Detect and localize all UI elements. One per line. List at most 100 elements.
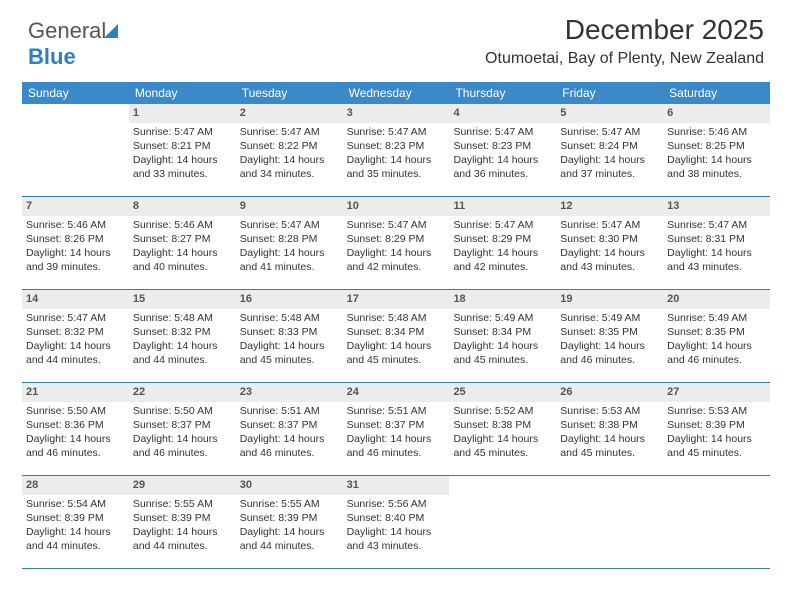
sunset-line: Sunset: 8:39 PM	[667, 418, 766, 432]
day-number: 13	[663, 197, 770, 216]
day-number: 1	[129, 104, 236, 123]
week-row: 28Sunrise: 5:54 AMSunset: 8:39 PMDayligh…	[22, 476, 770, 569]
week-row: 7Sunrise: 5:46 AMSunset: 8:26 PMDaylight…	[22, 197, 770, 290]
daylight-line: Daylight: 14 hours and 37 minutes.	[560, 153, 659, 181]
day-cell: 27 Sunrise: 5:53 AMSunset: 8:39 PMDayligh…	[663, 383, 770, 475]
daylight-line: Daylight: 14 hours and 42 minutes.	[347, 246, 446, 274]
sunset-line: Sunset: 8:24 PM	[560, 139, 659, 153]
sunset-line: Sunset: 8:27 PM	[133, 232, 232, 246]
day-body: Sunrise: 5:46 AMSunset: 8:26 PMDaylight:…	[22, 216, 129, 281]
logo-text-2: Blue	[28, 44, 76, 69]
sunrise-line: Sunrise: 5:46 AM	[667, 125, 766, 139]
sunset-line: Sunset: 8:29 PM	[453, 232, 552, 246]
day-number: 18	[449, 290, 556, 309]
day-cell: 6Sunrise: 5:46 AMSunset: 8:25 PMDaylight…	[663, 104, 770, 196]
day-cell: 4Sunrise: 5:47 AMSunset: 8:23 PMDaylight…	[449, 104, 556, 196]
sunset-line: Sunset: 8:36 PM	[26, 418, 125, 432]
daylight-line: Daylight: 14 hours and 44 minutes.	[133, 339, 232, 367]
week-row: 1Sunrise: 5:47 AMSunset: 8:21 PMDaylight…	[22, 104, 770, 197]
sunrise-line: Sunrise: 5:47 AM	[26, 311, 125, 325]
day-cell: 20Sunrise: 5:49 AMSunset: 8:35 PMDayligh…	[663, 290, 770, 382]
sunset-line: Sunset: 8:33 PM	[240, 325, 339, 339]
daylight-line: Daylight: 14 hours and 42 minutes.	[453, 246, 552, 274]
day-cell: 24Sunrise: 5:51 AMSunset: 8:37 PMDayligh…	[343, 383, 450, 475]
sail-icon	[104, 24, 122, 40]
daylight-line: Daylight: 14 hours and 43 minutes.	[347, 525, 446, 553]
daylight-line: Daylight: 14 hours and 45 minutes.	[453, 432, 552, 460]
logo: General Blue	[28, 18, 122, 70]
daylight-line: Daylight: 14 hours and 45 minutes.	[240, 339, 339, 367]
location-subtitle: Otumoetai, Bay of Plenty, New Zealand	[485, 50, 764, 68]
sunrise-line: Sunrise: 5:55 AM	[133, 497, 232, 511]
sunrise-line: Sunrise: 5:55 AM	[240, 497, 339, 511]
day-cell: 10Sunrise: 5:47 AMSunset: 8:29 PMDayligh…	[343, 197, 450, 289]
daylight-line: Daylight: 14 hours and 34 minutes.	[240, 153, 339, 181]
day-body: Sunrise: 5:56 AMSunset: 8:40 PMDaylight:…	[343, 495, 450, 560]
sunset-line: Sunset: 8:23 PM	[453, 139, 552, 153]
daylight-line: Daylight: 14 hours and 41 minutes.	[240, 246, 339, 274]
sunset-line: Sunset: 8:35 PM	[667, 325, 766, 339]
day-cell	[22, 104, 129, 196]
sunrise-line: Sunrise: 5:53 AM	[667, 404, 766, 418]
day-body: Sunrise: 5:47 AMSunset: 8:30 PMDaylight:…	[556, 216, 663, 281]
day-cell: 14Sunrise: 5:47 AMSunset: 8:32 PMDayligh…	[22, 290, 129, 382]
day-body: Sunrise: 5:47 AMSunset: 8:28 PMDaylight:…	[236, 216, 343, 281]
day-cell: 29Sunrise: 5:55 AMSunset: 8:39 PMDayligh…	[129, 476, 236, 568]
sunset-line: Sunset: 8:29 PM	[347, 232, 446, 246]
sunrise-line: Sunrise: 5:47 AM	[560, 218, 659, 232]
day-number: 14	[22, 290, 129, 309]
day-number: 2	[236, 104, 343, 123]
daylight-line: Daylight: 14 hours and 44 minutes.	[133, 525, 232, 553]
day-body: Sunrise: 5:50 AMSunset: 8:36 PMDaylight:…	[22, 402, 129, 467]
daylight-line: Daylight: 14 hours and 35 minutes.	[347, 153, 446, 181]
sunset-line: Sunset: 8:37 PM	[133, 418, 232, 432]
day-number: 24	[343, 383, 450, 402]
daylight-line: Daylight: 14 hours and 44 minutes.	[240, 525, 339, 553]
daylight-line: Daylight: 14 hours and 46 minutes.	[133, 432, 232, 460]
daylight-line: Daylight: 14 hours and 33 minutes.	[133, 153, 232, 181]
daylight-line: Daylight: 14 hours and 44 minutes.	[26, 525, 125, 553]
daylight-line: Daylight: 14 hours and 45 minutes.	[453, 339, 552, 367]
day-number: 26	[556, 383, 663, 402]
day-number: 17	[343, 290, 450, 309]
daylight-line: Daylight: 14 hours and 46 minutes.	[26, 432, 125, 460]
day-body: Sunrise: 5:49 AMSunset: 8:35 PMDaylight:…	[556, 309, 663, 374]
daylight-line: Daylight: 14 hours and 43 minutes.	[560, 246, 659, 274]
day-number: 28	[22, 476, 129, 495]
daylight-line: Daylight: 14 hours and 45 minutes.	[667, 432, 766, 460]
sunrise-line: Sunrise: 5:52 AM	[453, 404, 552, 418]
day-cell: 13Sunrise: 5:47 AMSunset: 8:31 PMDayligh…	[663, 197, 770, 289]
day-body: Sunrise: 5:47 AMSunset: 8:23 PMDaylight:…	[343, 123, 450, 188]
day-cell: 25Sunrise: 5:52 AMSunset: 8:38 PMDayligh…	[449, 383, 556, 475]
day-body: Sunrise: 5:47 AMSunset: 8:32 PMDaylight:…	[22, 309, 129, 374]
sunrise-line: Sunrise: 5:54 AM	[26, 497, 125, 511]
sunset-line: Sunset: 8:30 PM	[560, 232, 659, 246]
day-body: Sunrise: 5:48 AMSunset: 8:33 PMDaylight:…	[236, 309, 343, 374]
dow-cell: Saturday	[663, 82, 770, 104]
sunset-line: Sunset: 8:32 PM	[26, 325, 125, 339]
sunrise-line: Sunrise: 5:50 AM	[133, 404, 232, 418]
day-body: Sunrise: 5:47 AMSunset: 8:24 PMDaylight:…	[556, 123, 663, 188]
sunrise-line: Sunrise: 5:48 AM	[240, 311, 339, 325]
logo-text-1: General	[28, 18, 106, 43]
day-number: 8	[129, 197, 236, 216]
dow-cell: Wednesday	[343, 82, 450, 104]
sunrise-line: Sunrise: 5:51 AM	[347, 404, 446, 418]
dow-cell: Thursday	[449, 82, 556, 104]
day-cell: 19Sunrise: 5:49 AMSunset: 8:35 PMDayligh…	[556, 290, 663, 382]
sunset-line: Sunset: 8:39 PM	[240, 511, 339, 525]
day-number: 31	[343, 476, 450, 495]
sunrise-line: Sunrise: 5:47 AM	[133, 125, 232, 139]
sunset-line: Sunset: 8:39 PM	[133, 511, 232, 525]
day-cell: 5Sunrise: 5:47 AMSunset: 8:24 PMDaylight…	[556, 104, 663, 196]
daylight-line: Daylight: 14 hours and 46 minutes.	[667, 339, 766, 367]
day-body: Sunrise: 5:51 AMSunset: 8:37 PMDaylight:…	[343, 402, 450, 467]
day-cell: 22Sunrise: 5:50 AMSunset: 8:37 PMDayligh…	[129, 383, 236, 475]
sunrise-line: Sunrise: 5:47 AM	[453, 125, 552, 139]
dow-cell: Sunday	[22, 82, 129, 104]
day-number: 27	[663, 383, 770, 402]
sunset-line: Sunset: 8:32 PM	[133, 325, 232, 339]
day-body: Sunrise: 5:49 AMSunset: 8:35 PMDaylight:…	[663, 309, 770, 374]
sunset-line: Sunset: 8:34 PM	[453, 325, 552, 339]
daylight-line: Daylight: 14 hours and 45 minutes.	[347, 339, 446, 367]
